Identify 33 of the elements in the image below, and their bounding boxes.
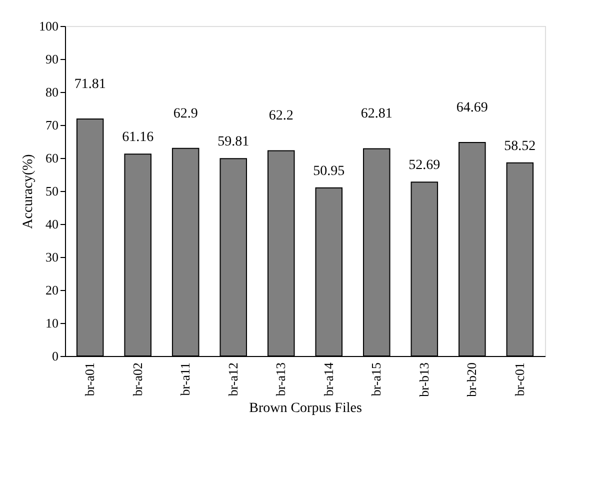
data-label: 58.52 <box>504 138 536 154</box>
y-tick-label: 40 <box>46 216 58 232</box>
y-tick-label: 90 <box>46 52 58 66</box>
data-label: 64.69 <box>456 100 488 116</box>
data-label: 61.16 <box>122 130 154 146</box>
x-tick-label: br-a01 <box>82 362 98 396</box>
x-tick-label: br-a02 <box>130 362 145 396</box>
y-tick-label: 30 <box>46 250 58 264</box>
y-tick-label: 50 <box>46 184 58 198</box>
data-label: 50.95 <box>313 164 345 179</box>
x-axis-title: Brown Corpus Files <box>249 400 362 416</box>
x-tick-label: br-a14 <box>320 362 336 396</box>
data-label: 52.69 <box>408 158 440 174</box>
data-label: 62.9 <box>173 106 198 122</box>
data-label: 62.81 <box>360 106 392 122</box>
x-tick-label: br-a15 <box>368 362 384 396</box>
x-tick-label: br-a13 <box>273 362 288 396</box>
data-label: 62.2 <box>268 108 294 124</box>
x-tick-label: br-b20 <box>464 362 480 397</box>
x-tick-label: br-a11 <box>178 362 193 396</box>
data-label: 59.81 <box>218 134 250 150</box>
x-tick-label: br-c01 <box>512 362 527 396</box>
y-tick-label: 60 <box>46 150 58 166</box>
x-tick-label: br-a12 <box>225 362 240 396</box>
y-tick-label: 70 <box>46 118 58 132</box>
y-tick-label: 20 <box>46 282 58 298</box>
y-tick-label: 10 <box>46 316 58 330</box>
data-label: 71.81 <box>74 77 106 92</box>
y-axis-title: Accuracy(%) <box>21 154 36 229</box>
y-tick-label: 0 <box>52 348 58 364</box>
y-tick-label: 80 <box>46 84 58 100</box>
y-tick-label: 100 <box>39 18 58 34</box>
x-tick-label: br-b13 <box>416 362 432 397</box>
